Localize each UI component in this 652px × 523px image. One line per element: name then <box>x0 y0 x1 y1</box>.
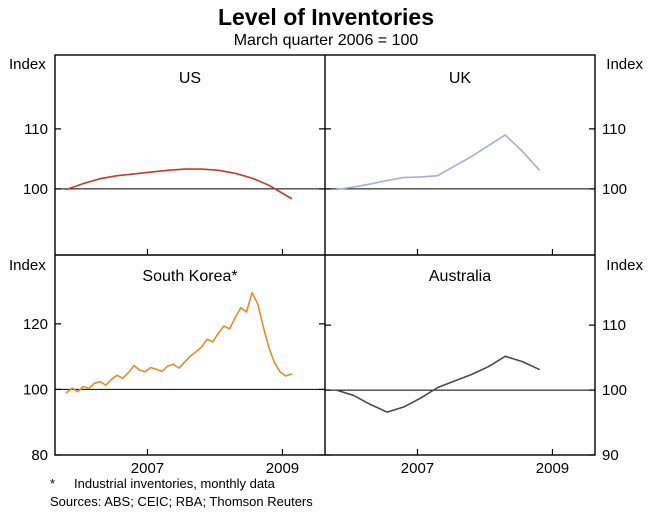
y-tick-label-us-110: 110 <box>24 121 48 138</box>
x-tick-label-australia-2007: 2007 <box>401 460 434 477</box>
y-tick-label-south-korea-80: 80 <box>31 447 48 464</box>
y-tick-label-australia-100: 100 <box>602 382 627 399</box>
x-tick-label-south-korea-2009: 2009 <box>266 460 299 477</box>
footnote-text: Industrial inventories, monthly data <box>74 476 275 491</box>
x-tick-label-australia-2009: 2009 <box>536 460 569 477</box>
panel-label-uk: UK <box>449 70 472 87</box>
x-tick-label-south-korea-2007: 2007 <box>131 460 164 477</box>
index-label-top-right: Index <box>606 56 643 73</box>
index-label-mid-right: Index <box>606 257 643 274</box>
y-tick-label-uk-100: 100 <box>602 181 627 198</box>
y-tick-label-south-korea-100: 100 <box>23 381 48 398</box>
y-tick-label-south-korea-120: 120 <box>23 316 48 333</box>
panel-label-australia: Australia <box>429 268 491 285</box>
series-line-australia <box>335 355 540 413</box>
index-label-mid-left: Index <box>9 257 46 274</box>
y-tick-label-us-100: 100 <box>23 181 48 198</box>
chart-title: Level of Inventories <box>217 4 434 30</box>
series-line-uk <box>335 134 540 191</box>
y-tick-label-australia-110: 110 <box>602 317 626 334</box>
panel-label-south-korea: South Korea* <box>142 268 237 285</box>
index-label-top-left: Index <box>9 56 46 73</box>
panel-label-us: US <box>179 70 201 87</box>
y-tick-label-australia-90: 90 <box>602 447 619 464</box>
series-line-us <box>65 168 293 200</box>
footnote-marker: * <box>50 476 56 491</box>
y-tick-label-uk-110: 110 <box>602 121 626 138</box>
chart-subtitle: March quarter 2006 = 100 <box>233 32 419 49</box>
footnote: * Industrial inventories, monthly data <box>50 476 275 491</box>
series-line-south-korea <box>65 291 293 394</box>
chart-sources: Sources: ABS; CEIC; RBA; Thomson Reuters <box>50 494 313 509</box>
